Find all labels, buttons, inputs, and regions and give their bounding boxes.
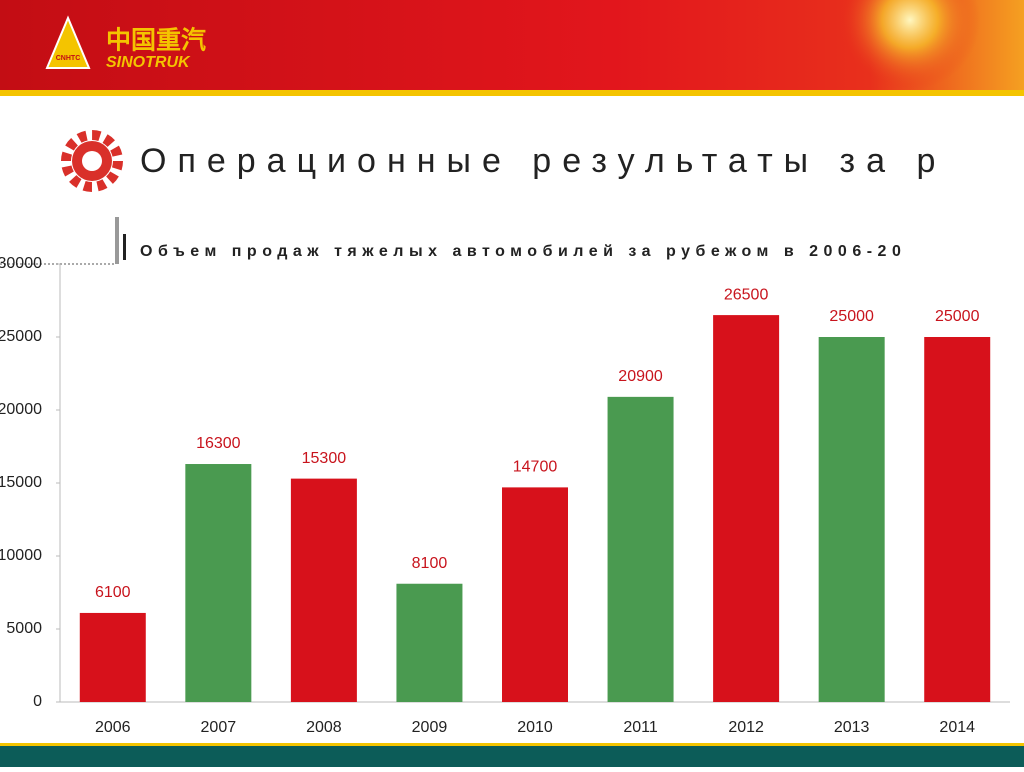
x-tick-label: 2012 [728, 719, 764, 736]
y-tick-label: 15000 [0, 474, 42, 491]
bar [607, 396, 674, 702]
x-tick-label: 2006 [95, 719, 131, 736]
bar [79, 612, 146, 702]
data-label: 6100 [95, 584, 131, 601]
data-label: 26500 [724, 286, 769, 303]
logo-mark [45, 15, 91, 69]
x-tick-label: 2008 [306, 719, 342, 736]
bar [924, 337, 991, 702]
gear-icon [61, 130, 123, 192]
bar [818, 337, 885, 702]
slide-title: Операционные результаты за р [140, 142, 946, 180]
logo-cn: 中国重汽 [106, 26, 206, 55]
data-label: 25000 [829, 308, 874, 325]
bar [290, 478, 357, 702]
data-label: 15300 [302, 450, 347, 467]
data-label: 25000 [935, 308, 980, 325]
header-stripe [0, 90, 1024, 96]
bar [713, 315, 780, 702]
x-tick-label: 2014 [939, 719, 975, 736]
data-label: 8100 [412, 555, 448, 572]
logo-badge: CNHTC [56, 55, 81, 62]
x-tick-label: 2007 [201, 719, 237, 736]
header-glow [840, 0, 980, 90]
bar [502, 487, 568, 702]
footer-stripe [0, 743, 1024, 746]
bar [185, 464, 252, 702]
y-tick-label: 25000 [0, 328, 42, 345]
bar [396, 583, 463, 702]
y-tick-label: 0 [33, 693, 42, 710]
x-tick-label: 2009 [412, 719, 448, 736]
y-tick-label: 5000 [6, 620, 42, 637]
logo: CNHTC 中国重汽 SINOTRUK [45, 15, 206, 71]
data-label: 16300 [196, 435, 241, 452]
data-label: 14700 [513, 459, 558, 476]
y-tick-label: 30000 [0, 255, 42, 272]
subtitle-bar [123, 234, 126, 260]
x-tick-label: 2011 [623, 719, 658, 736]
logo-en: SINOTRUK [106, 54, 191, 71]
subtitle-bar [115, 217, 119, 264]
y-tick-label: 20000 [0, 401, 42, 418]
x-tick-label: 2010 [517, 719, 553, 736]
data-label: 20900 [618, 368, 663, 385]
footer-band [0, 745, 1024, 767]
y-tick-label: 10000 [0, 547, 42, 564]
x-tick-label: 2013 [834, 719, 870, 736]
chart-title: Объем продаж тяжелых автомобилей за рубе… [140, 243, 906, 260]
